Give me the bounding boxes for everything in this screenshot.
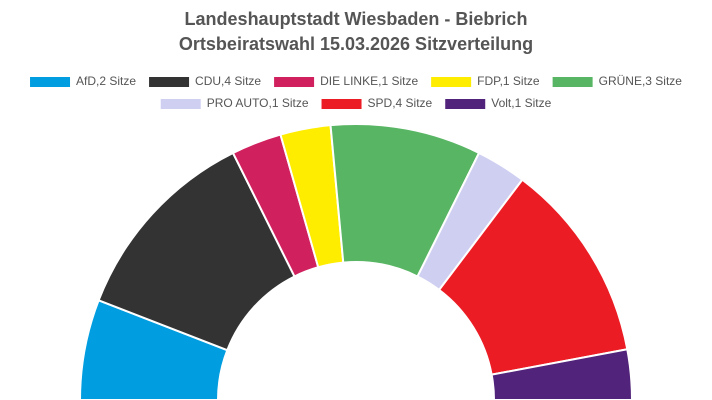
legend-label: PRO AUTO,1 Sitze: [207, 96, 309, 110]
chart-subtitle: Ortsbeiratswahl 15.03.2026 Sitzverteilun…: [179, 34, 533, 54]
legend-label: CDU,4 Sitze: [195, 74, 261, 88]
legend-label: SPD,4 Sitze: [368, 96, 433, 110]
legend-item: AfD,2 Sitze: [30, 74, 136, 88]
legend-item: DIE LINKE,1 Sitze: [274, 74, 418, 88]
legend-swatch: [30, 77, 71, 87]
legend-label: DIE LINKE,1 Sitze: [320, 74, 418, 88]
legend-item: CDU,4 Sitze: [149, 74, 261, 88]
legend-label: Volt,1 Sitze: [491, 96, 551, 110]
legend-swatch: [321, 99, 362, 109]
legend-label: AfD,2 Sitze: [76, 74, 136, 88]
legend-swatch: [274, 77, 315, 87]
legend-item: FDP,1 Sitze: [431, 74, 540, 88]
legend-item: SPD,4 Sitze: [321, 96, 433, 110]
legend-swatch: [149, 77, 190, 87]
legend-swatch: [552, 77, 593, 87]
seat-segment: [490, 348, 634, 400]
legend-label: GRÜNE,3 Sitze: [599, 74, 683, 88]
legend-item: PRO AUTO,1 Sitze: [160, 96, 309, 110]
legend-swatch: [445, 99, 486, 109]
legend-item: GRÜNE,3 Sitze: [552, 74, 683, 88]
legend-swatch: [160, 99, 201, 109]
legend-label: FDP,1 Sitze: [477, 74, 540, 88]
legend-swatch: [431, 77, 472, 87]
chart-title: Landeshauptstadt Wiesbaden - Biebrich: [185, 9, 528, 29]
legend-item: Volt,1 Sitze: [445, 96, 552, 110]
